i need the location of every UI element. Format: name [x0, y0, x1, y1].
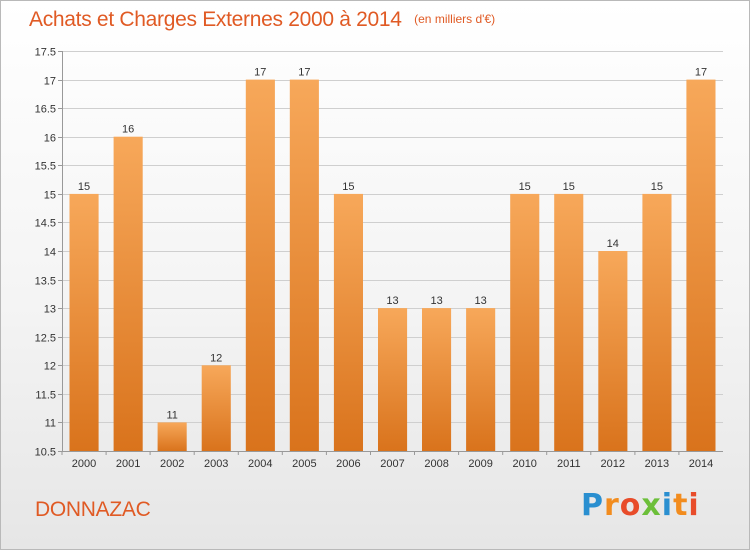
- bar-2009[interactable]: [466, 308, 496, 451]
- bar-value-label: 13: [386, 295, 398, 307]
- y-tick-label: 12.5: [35, 333, 56, 345]
- y-tick-label: 14: [44, 247, 56, 259]
- town-name: DONNAZAC: [35, 498, 151, 521]
- bar-value-label: 15: [519, 181, 531, 193]
- bar-2011[interactable]: [554, 193, 584, 451]
- bar-2005[interactable]: [289, 79, 319, 451]
- logo-letter: t: [673, 488, 689, 523]
- bar-2002[interactable]: [157, 422, 187, 451]
- logo-letter: r: [604, 488, 620, 523]
- bar-2014[interactable]: [686, 79, 716, 451]
- bar-value-label: 13: [430, 295, 442, 307]
- bar-2004[interactable]: [245, 79, 275, 451]
- x-tick-label: 2010: [512, 458, 536, 470]
- y-tick-label: 10.5: [35, 447, 56, 459]
- bars: [69, 79, 716, 451]
- proxiti-logo[interactable]: Proxiti: [581, 488, 700, 523]
- bar-value-label: 15: [651, 181, 663, 193]
- bar-value-label: 15: [563, 181, 575, 193]
- labels: 10.5 11 11.5 12 12.5 13 13.5 14 14.5 15 15.5 16 16.5…: [35, 47, 714, 471]
- logo-letter: i: [688, 488, 700, 523]
- bar-value-label: 14: [607, 238, 619, 250]
- x-tick-label: 2008: [424, 458, 448, 470]
- bar-2007[interactable]: [378, 308, 408, 451]
- bar-2010[interactable]: [510, 193, 540, 451]
- bar-2003[interactable]: [201, 365, 231, 451]
- bar-2006[interactable]: [333, 193, 363, 451]
- logo-letter: P: [581, 488, 604, 523]
- bar-value-label: 16: [122, 124, 134, 136]
- bar-value-label: 17: [298, 67, 310, 79]
- bar-value-label: 15: [342, 181, 354, 193]
- x-tick-label: 2002: [160, 458, 184, 470]
- bar-2001[interactable]: [113, 136, 143, 451]
- bar-value-label: 13: [474, 295, 486, 307]
- x-tick-label: 2013: [645, 458, 669, 470]
- y-tick-label: 12: [44, 361, 56, 373]
- y-tick-label: 16.5: [35, 104, 56, 116]
- bar-value-label: 17: [695, 67, 707, 79]
- y-tick-label: 15: [44, 190, 56, 202]
- logo-letter: x: [641, 488, 662, 523]
- y-tick-label: 14.5: [35, 218, 56, 230]
- x-tick-label: 2004: [248, 458, 272, 470]
- x-tick-label: 2011: [557, 458, 581, 470]
- x-tick-label: 2009: [468, 458, 492, 470]
- y-tick-label: 11: [45, 418, 56, 430]
- x-tick-label: 2007: [380, 458, 404, 470]
- x-tick-label: 2012: [601, 458, 625, 470]
- y-tick-label: 13: [44, 304, 56, 316]
- bar-2012[interactable]: [598, 251, 628, 451]
- chart-header: Achats et Charges Externes 2000 à 2014 (…: [29, 8, 495, 32]
- logo-letter: i: [661, 488, 674, 523]
- bar-value-label: 11: [166, 409, 177, 421]
- x-tick-label: 2006: [336, 458, 360, 470]
- y-tick-label: 17.5: [35, 47, 56, 59]
- y-tick-label: 11.5: [35, 390, 56, 402]
- x-tick-label: 2005: [292, 458, 316, 470]
- bar-2000[interactable]: [69, 193, 99, 451]
- y-tick-label: 13.5: [35, 276, 56, 288]
- logo-letter: o: [619, 488, 642, 523]
- bar-value-label: 17: [254, 67, 266, 79]
- bar-value-label: 12: [210, 352, 222, 364]
- y-tick-label: 16: [44, 133, 56, 145]
- bar-2013[interactable]: [642, 193, 672, 451]
- bar-2008[interactable]: [422, 308, 452, 451]
- x-tick-label: 2001: [116, 458, 140, 470]
- x-tick-label: 2003: [204, 458, 228, 470]
- y-tick-label: 15.5: [35, 161, 56, 173]
- chart-title: Achats et Charges Externes 2000 à 2014: [29, 8, 402, 31]
- chart-subtitle: (en milliers d'€): [414, 12, 496, 26]
- x-tick-label: 2014: [689, 458, 713, 470]
- bar-value-label: 15: [78, 181, 90, 193]
- x-tick-label: 2000: [72, 458, 96, 470]
- y-tick-label: 17: [44, 76, 56, 88]
- axes: [58, 51, 723, 455]
